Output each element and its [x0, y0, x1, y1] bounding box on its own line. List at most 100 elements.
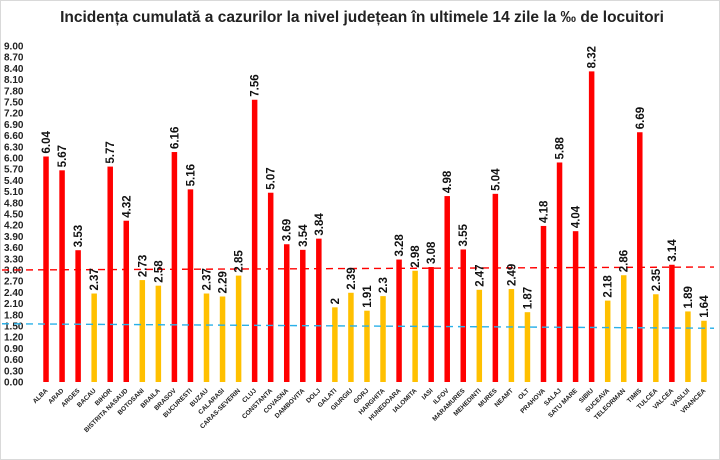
data-label: 2.86 [619, 250, 631, 272]
data-label: 8.32 [587, 46, 599, 68]
data-label: 4.04 [571, 205, 583, 228]
y-tick-label: 7.50 [4, 98, 24, 109]
bar [476, 289, 483, 382]
y-tick-label: 0.90 [4, 344, 24, 355]
data-label: 6.04 [41, 131, 53, 154]
y-tick-label: 7.80 [4, 86, 24, 97]
data-label: 4.98 [442, 170, 454, 193]
bar [283, 244, 290, 382]
y-tick-label: 4.50 [4, 210, 24, 221]
data-label: 1.87 [522, 287, 534, 309]
data-label: 1.64 [699, 295, 711, 318]
y-tick-label: 6.90 [4, 120, 24, 131]
bar [572, 231, 579, 382]
bar [251, 99, 258, 382]
bar [267, 192, 274, 382]
data-labels: 6.04 5.67 3.53 2.37 5.77 4.32 2.73 2.58 6.16 5.16… [41, 46, 711, 318]
y-tick-label: 3.30 [4, 254, 24, 265]
bar [235, 275, 242, 382]
bar [203, 293, 210, 382]
data-label: 5.67 [57, 145, 69, 167]
data-label: 6.69 [635, 107, 647, 129]
y-tick-label: 8.40 [4, 64, 24, 75]
data-label: 3.69 [282, 219, 294, 241]
y-tick-label: 3.90 [4, 232, 24, 243]
y-tick-label: 0.30 [4, 366, 24, 377]
y-tick-label: 2.40 [4, 288, 24, 299]
y-tick-label: 4.20 [4, 221, 24, 232]
data-label: 1.89 [683, 286, 695, 308]
bar [59, 170, 65, 382]
y-tick-label: 4.80 [4, 198, 24, 209]
data-label: 2.49 [506, 264, 518, 286]
y-tick-label: 8.10 [4, 75, 24, 86]
y-tick-label: 6.60 [4, 131, 24, 142]
data-label: 3.14 [667, 239, 679, 262]
y-tick-label: 1.80 [4, 310, 24, 321]
bar [685, 311, 691, 382]
data-label: 3.84 [314, 213, 326, 236]
bar [524, 312, 531, 382]
data-label: 7.56 [250, 74, 262, 96]
bar [171, 152, 178, 382]
data-label: 5.04 [490, 168, 502, 191]
data-label: 5.88 [555, 136, 567, 159]
data-label: 5.16 [185, 164, 197, 186]
reference-line-red [1, 266, 715, 271]
bar [637, 132, 643, 382]
data-label: 4.18 [539, 200, 551, 223]
bar [492, 193, 499, 382]
reference-lines [1, 266, 715, 329]
y-tick-label: 5.40 [4, 176, 24, 187]
data-label: 2.85 [234, 250, 246, 273]
bar [604, 300, 611, 382]
data-label: 5.07 [266, 167, 278, 189]
y-tick-label: 6.30 [4, 142, 24, 153]
bar [444, 196, 450, 382]
bar [107, 166, 113, 382]
bar [316, 238, 322, 382]
y-tick-label: 1.20 [4, 333, 24, 344]
bar [653, 294, 659, 382]
y-tick-label: 6.00 [4, 154, 24, 165]
bar [43, 156, 49, 382]
bar [348, 292, 354, 382]
reference-line-blue [1, 323, 715, 329]
y-tick-label: 3.60 [4, 243, 24, 254]
bar [701, 320, 707, 382]
y-tick-label: 5.70 [4, 165, 24, 176]
y-tick-label: 5.10 [4, 187, 24, 198]
data-label: 2.98 [410, 245, 422, 268]
data-label: 2.37 [202, 268, 214, 290]
y-tick-label: 2.10 [4, 299, 24, 310]
bar [139, 280, 146, 382]
y-tick-label: 3.00 [4, 266, 24, 277]
data-label: 2.39 [346, 267, 358, 289]
y-tick-label: 2.70 [4, 277, 24, 288]
data-label: 2.47 [474, 264, 486, 286]
bar [380, 296, 386, 382]
bar [508, 289, 515, 382]
y-tick-label: 7.20 [4, 109, 24, 120]
y-axis: 0.000.300.600.901.201.501.802.102.402.70… [4, 42, 24, 389]
data-label: 2.73 [137, 255, 149, 277]
bar [460, 249, 467, 382]
bar [123, 220, 130, 382]
bar [396, 259, 402, 382]
bar [669, 264, 675, 382]
data-label: 1.91 [362, 285, 374, 308]
y-tick-label: 9.00 [4, 42, 24, 53]
bar [332, 307, 338, 382]
bar [155, 285, 162, 382]
bar [364, 310, 370, 382]
data-label: 3.08 [426, 241, 438, 264]
data-label: 3.28 [394, 234, 406, 257]
data-label: 2.37 [89, 268, 101, 290]
bar [556, 162, 563, 382]
data-label: 2.18 [603, 275, 615, 298]
bar [219, 296, 226, 382]
data-label: 2 [330, 298, 342, 304]
